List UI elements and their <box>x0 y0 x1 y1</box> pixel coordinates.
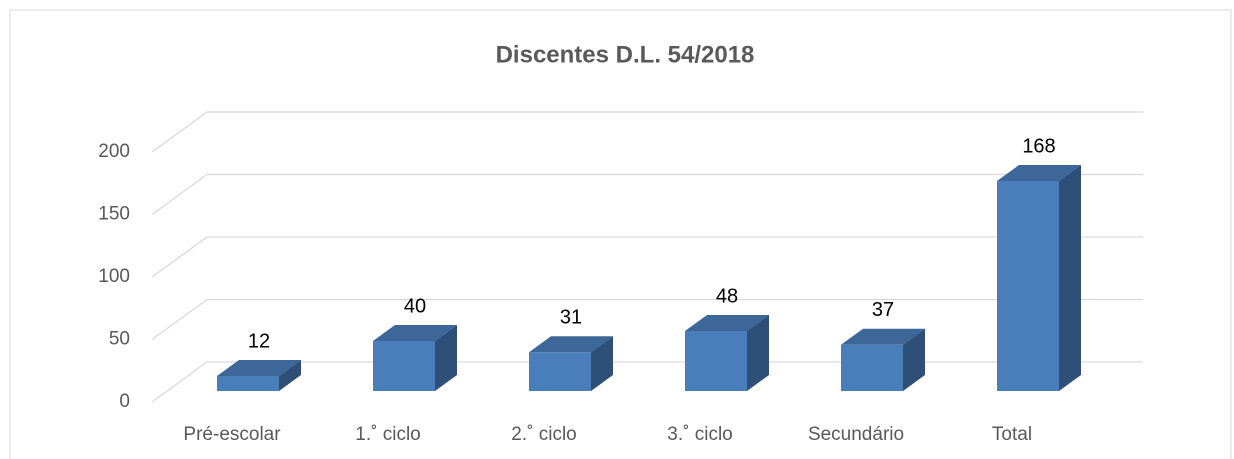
value-label: 40 <box>404 295 426 317</box>
value-label: 37 <box>872 299 894 321</box>
bar-front <box>997 181 1059 391</box>
grid-line <box>151 173 1143 216</box>
grid-line <box>151 298 1143 341</box>
bar <box>841 328 925 391</box>
y-tick-label: 50 <box>109 329 130 350</box>
x-tick-label: Secundário <box>808 424 904 445</box>
bar-front <box>841 344 903 391</box>
bar-top <box>841 328 925 345</box>
bar <box>373 325 457 391</box>
bar-side <box>279 360 301 391</box>
x-tick-label: Pré-escolar <box>183 424 281 445</box>
y-tick-label: 200 <box>98 141 130 162</box>
x-tick-label: 2.˚ ciclo <box>511 424 576 445</box>
bar-front <box>685 331 747 391</box>
bar-side <box>903 328 925 391</box>
bar-side <box>435 325 457 391</box>
bar-top <box>373 325 457 341</box>
value-label: 168 <box>1022 135 1055 157</box>
bar <box>529 336 613 391</box>
grid-line <box>151 236 1143 278</box>
x-tick-label: Total <box>992 424 1032 445</box>
y-tick-label: 150 <box>98 204 130 225</box>
grid-line <box>151 111 1143 153</box>
bar-front <box>373 341 435 391</box>
bar-front <box>529 352 591 391</box>
bar <box>685 315 769 391</box>
bar <box>217 360 301 391</box>
bar-side <box>747 315 769 391</box>
y-tick-label: 100 <box>98 266 130 287</box>
grid-line <box>151 361 1143 403</box>
y-tick-label: 0 <box>119 391 130 412</box>
bar-top <box>685 315 769 331</box>
chart-title: Discentes D.L. 54/2018 <box>496 41 755 68</box>
x-tick-label: 1.˚ ciclo <box>355 424 420 445</box>
x-tick-label: 3.˚ ciclo <box>667 424 732 445</box>
value-label: 48 <box>716 285 738 307</box>
bar-top <box>217 360 301 376</box>
bar-side <box>1059 165 1081 391</box>
bar-top <box>997 165 1081 181</box>
value-label: 31 <box>560 307 582 329</box>
bar-top <box>529 336 613 353</box>
value-label: 12 <box>248 330 270 352</box>
bar <box>997 165 1081 391</box>
bar-front <box>217 376 279 391</box>
bar-side <box>591 336 613 391</box>
